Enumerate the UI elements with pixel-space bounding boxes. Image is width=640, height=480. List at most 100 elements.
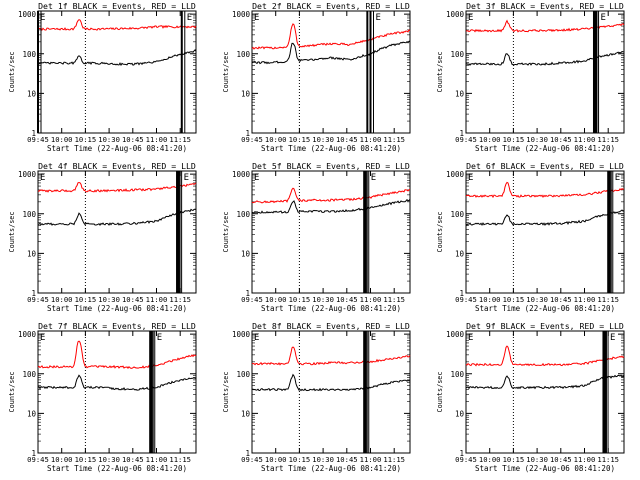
y-axis-label: Counts/sec (8, 212, 16, 253)
x-tick-label: 09:45 (241, 455, 263, 464)
x-tick-label: 10:15 (75, 455, 97, 464)
x-tick-label: 11:15 (169, 295, 191, 304)
y-tick-label: 1 (245, 449, 250, 458)
x-tick-label: 11:00 (360, 455, 382, 464)
panel-title: Det 7f BLACK = Events, RED = LLD (38, 321, 196, 331)
x-tick-label: 10:00 (479, 295, 501, 304)
y-tick-label: 1000 (446, 330, 465, 339)
panel-title: Det 5f BLACK = Events, RED = LLD (252, 161, 410, 171)
y-tick-label: 10 (241, 89, 251, 98)
plot-frame (465, 170, 625, 294)
start-marker-label: E (254, 13, 259, 23)
y-tick-label: 1000 (232, 10, 251, 19)
x-tick-label: 09:45 (241, 295, 263, 304)
end-marker-label: E (376, 13, 381, 23)
y-tick-label: 100 (236, 50, 250, 59)
panel-title: Det 1f BLACK = Events, RED = LLD (38, 1, 196, 11)
events-rate-line (251, 40, 411, 65)
plot-frame (465, 10, 625, 134)
x-tick-label: 10:30 (526, 135, 548, 144)
y-tick-label: 10 (455, 409, 465, 418)
panel-4: Det 4f BLACK = Events, RED = LLD 1 10 100 10… (8, 161, 197, 313)
y-tick-label: 1000 (446, 170, 465, 179)
x-tick-label: 11:00 (574, 455, 596, 464)
events-rate-line (37, 374, 197, 391)
x-axis-label: Start Time (22-Aug-06 08:41:20) (261, 464, 401, 473)
events-rate-line (37, 49, 197, 67)
start-marker-label: E (468, 333, 473, 343)
x-tick-label: 10:00 (265, 455, 287, 464)
x-tick-label: 10:00 (51, 455, 73, 464)
x-tick-label: 10:45 (550, 455, 572, 464)
x-tick-label: 11:00 (146, 135, 168, 144)
x-tick-label: 10:45 (122, 135, 144, 144)
x-tick-label: 11:00 (574, 135, 596, 144)
events-rate-line (465, 51, 625, 66)
x-tick-label: 11:00 (146, 455, 168, 464)
plot-frame (465, 330, 625, 454)
x-tick-label: 10:30 (98, 135, 120, 144)
x-tick-label: 10:45 (550, 135, 572, 144)
x-axis-label: Start Time (22-Aug-06 08:41:20) (475, 304, 615, 313)
x-tick-label: 10:30 (312, 135, 334, 144)
x-tick-label: 10:00 (51, 295, 73, 304)
y-axis-label: Counts/sec (436, 212, 444, 253)
y-tick-label: 100 (450, 370, 464, 379)
y-tick-label: 1000 (446, 10, 465, 19)
lld-rate-line (465, 345, 625, 367)
x-tick-label: 10:30 (526, 455, 548, 464)
x-tick-label: 10:15 (289, 295, 311, 304)
start-marker-label: E (468, 173, 473, 183)
panel-7: Det 7f BLACK = Events, RED = LLD 1 10 100 10… (8, 321, 197, 473)
y-tick-label: 1000 (18, 10, 37, 19)
x-tick-label: 10:30 (98, 455, 120, 464)
panel-3: Det 3f BLACK = Events, RED = LLD 1 10 100 10… (436, 1, 625, 153)
y-tick-label: 1 (31, 129, 36, 138)
x-tick-label: 09:45 (27, 455, 49, 464)
y-axis-label: Counts/sec (222, 52, 230, 93)
panel-6: Det 6f BLACK = Events, RED = LLD 1 10 100 10… (436, 161, 625, 313)
y-tick-label: 1 (31, 449, 36, 458)
x-tick-label: 09:45 (241, 135, 263, 144)
x-tick-label: 10:15 (503, 295, 525, 304)
panel-title: Det 3f BLACK = Events, RED = LLD (466, 1, 624, 11)
y-axis-label: Counts/sec (8, 372, 16, 413)
x-axis-label: Start Time (22-Aug-06 08:41:20) (261, 304, 401, 313)
end-marker-label: E (371, 333, 376, 343)
y-tick-label: 1000 (232, 170, 251, 179)
panel-title: Det 2f BLACK = Events, RED = LLD (252, 1, 410, 11)
y-tick-label: 10 (241, 249, 251, 258)
plot-frame (37, 330, 197, 454)
panel-title: Det 6f BLACK = Events, RED = LLD (466, 161, 624, 171)
x-tick-label: 09:45 (455, 135, 477, 144)
plot-frame (251, 10, 411, 134)
x-tick-label: 10:45 (550, 295, 572, 304)
x-tick-label: 11:15 (169, 135, 191, 144)
y-tick-label: 10 (455, 89, 465, 98)
x-tick-label: 10:00 (265, 295, 287, 304)
x-tick-label: 10:30 (312, 295, 334, 304)
panel-title: Det 9f BLACK = Events, RED = LLD (466, 321, 624, 331)
x-tick-label: 10:00 (265, 135, 287, 144)
end-marker-label: E (184, 173, 189, 183)
end-marker-label: E (157, 333, 162, 343)
x-tick-label: 11:15 (597, 455, 619, 464)
x-axis-label: Start Time (22-Aug-06 08:41:20) (47, 144, 187, 153)
x-tick-label: 10:45 (122, 455, 144, 464)
y-tick-label: 1 (459, 449, 464, 458)
x-tick-label: 09:45 (455, 295, 477, 304)
x-tick-label: 11:00 (360, 135, 382, 144)
y-tick-label: 10 (27, 89, 37, 98)
x-tick-label: 11:15 (597, 135, 619, 144)
x-axis-label: Start Time (22-Aug-06 08:41:20) (261, 144, 401, 153)
x-tick-label: 11:15 (169, 455, 191, 464)
x-tick-label: 09:45 (455, 455, 477, 464)
y-tick-label: 100 (450, 210, 464, 219)
y-tick-label: 100 (22, 370, 36, 379)
y-tick-label: 100 (236, 370, 250, 379)
plot-frame (251, 330, 411, 454)
x-tick-label: 11:00 (360, 295, 382, 304)
x-tick-label: 10:15 (289, 135, 311, 144)
x-tick-label: 11:15 (383, 135, 405, 144)
